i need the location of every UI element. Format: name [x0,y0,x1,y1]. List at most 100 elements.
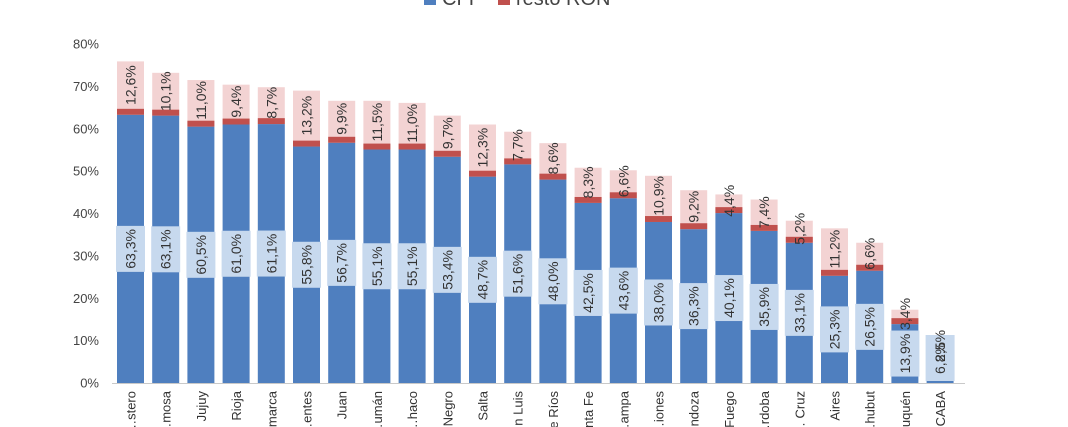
resto-ron-bar [328,136,356,143]
cfi-data-label: 56,7% [334,243,350,283]
resto-ron-data-label: 11,2% [827,230,843,269]
resto-ron-bar [222,118,250,125]
cfi-data-label: 26,5% [862,307,878,347]
cfi-label-box [397,243,427,290]
resto-ron-bar [821,269,848,276]
resto-ron-bar [680,223,708,230]
resto-ron-data-label: 10,9% [651,176,667,216]
cfi-label-box [820,306,849,353]
cfi-label-box [925,335,955,381]
cfi-data-label: 36,3% [686,286,702,326]
cfi-data-label: 61,1% [263,234,279,274]
cfi-label-box [855,303,885,350]
resto-ron-bar [856,264,884,271]
cfi-data-label: 63,1% [158,229,174,269]
cfi-data-label: 48,7% [475,260,491,300]
cfi-label-box [538,258,568,305]
resto-ron-data-label: 12,3% [475,128,491,168]
cfi-label-box [362,243,392,290]
cfi-label-box [503,250,533,297]
cfi-label-box [608,267,638,314]
category-label: Jujuy [194,391,209,422]
resto-ron-data-label: 4,4% [721,185,737,217]
category-label: …uquén [898,391,913,427]
resto-ron-bar [257,118,285,125]
category-label: Rioja [229,390,244,420]
resto-ron-data-label: 7,7% [510,129,526,161]
cfi-label-box [468,256,497,303]
category-label: Aires [828,391,843,421]
y-axis: 0% 10% 20% 30% 40% 50% 60% 70% 80% [73,37,965,391]
x-axis: …stero …mosa Jujuy Rioja …marca …entes Juan …um… [124,390,949,427]
y-tick-label: 50% [73,164,99,179]
resto-ron-bar [785,236,813,243]
y-tick-label: 20% [73,291,99,306]
category-label: …stero [124,391,139,427]
cfi-data-label: 51,6% [510,254,526,294]
resto-ron-label-box [398,102,426,150]
cfi-data-label: 63,3% [123,229,139,269]
category-label: …marca [264,390,279,427]
resto-ron-data-label: 11,0% [404,104,420,143]
resto-ron-label-box [539,143,567,180]
legend: CFI resto RON [424,0,610,10]
cfi-label-box [749,283,779,330]
category-label: …Negro [440,391,455,427]
category-label: …mosa [159,390,174,427]
resto-ron-bar [187,120,215,127]
resto-ron-bar [609,192,637,199]
legend-label: resto RON [516,0,610,10]
cfi-label-box [784,289,814,336]
resto-ron-label-box [187,80,215,127]
resto-ron-label-box [152,72,180,116]
cfi-label-box [151,226,181,273]
cfi-label-box [573,269,603,316]
cfi-data-label: 43,6% [615,271,631,311]
resto-ron-label-box [257,87,285,125]
cfi-data-label: 38,0% [651,283,667,323]
resto-ron-label-box [680,190,708,230]
cfi-data-label: 13,9% [897,334,913,374]
category-label: …e Ríos [546,391,561,427]
cfi-data-label: 53,4% [439,250,455,290]
resto-ron-bar [750,224,778,231]
cfi-label-box [432,246,462,293]
resto-ron-label-box [293,90,320,147]
y-tick-label: 40% [73,206,99,221]
category-label: …haco [405,391,420,427]
resto-ron-data-label: 7,4% [756,196,772,228]
resto-ron-label-box [222,84,250,125]
cfi-data-label: 25,3% [827,310,843,350]
resto-ron-data-label: 9,2% [686,191,702,223]
resto-ron-data-label: 8,6% [545,142,561,174]
resto-ron-data-label: 6,6% [862,238,878,270]
y-tick-label: 70% [73,79,99,94]
category-label: …hubut [863,391,878,427]
cfi-data-label: 55,1% [369,246,385,286]
y-tick-label: 60% [73,121,99,136]
cfi-label-box [292,241,321,288]
category-label: …iones [652,391,667,427]
cfi-label-box [679,283,709,330]
cfi-data-label: 40,1% [721,278,737,318]
cfi-label-box [714,275,744,322]
resto-ron-data-label: 2,5% [932,330,948,362]
y-tick-label: 10% [73,333,99,348]
resto-ron-bar [504,158,532,165]
category-label: …n Luis [511,391,526,427]
resto-ron-bar [293,140,320,147]
resto-ron-data-label: 11,0% [193,81,209,120]
resto-ron-bar [891,318,919,325]
y-tick-label: 0% [80,376,99,391]
resto-ron-bar [398,143,426,150]
cfi-label-box [116,225,145,272]
resto-ron-label-box [328,100,356,143]
resto-ron-data-label: 9,4% [228,86,244,118]
cfi-data-label: 55,8% [299,245,315,285]
resto-ron-bar [469,170,496,177]
category-label: …nta Fe [581,391,596,427]
resto-ron-bar [117,108,144,115]
resto-ron-data-label: 8,7% [263,87,279,119]
resto-ron-bar [574,196,602,203]
